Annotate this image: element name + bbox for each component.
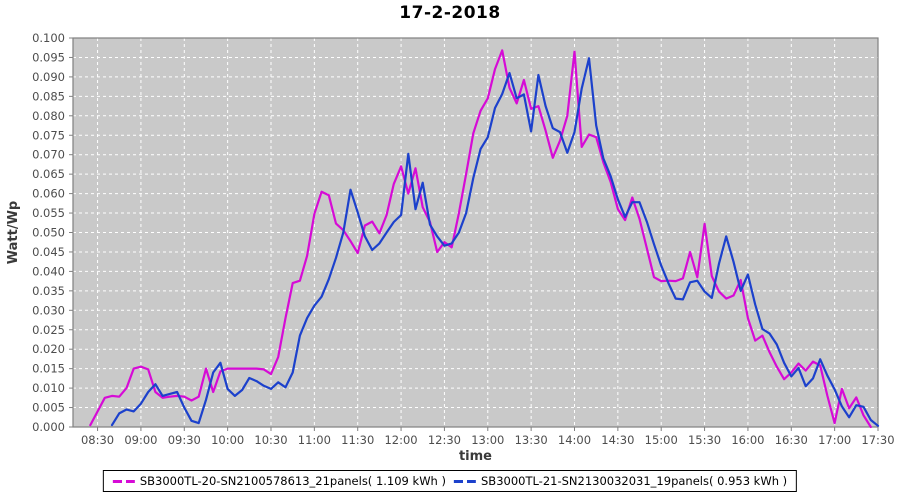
y-tick-label: 0.050 xyxy=(32,226,65,240)
y-tick-label: 0.080 xyxy=(32,109,65,123)
y-axis-label: Watt/Wp xyxy=(6,201,21,264)
x-axis-label: time xyxy=(459,449,492,464)
legend: SB3000TL-20-SN2100578613_21panels( 1.109… xyxy=(102,470,798,492)
y-tick-label: 0.095 xyxy=(32,50,65,64)
plot-border xyxy=(72,37,879,428)
x-tick-label: 09:30 xyxy=(168,433,201,447)
y-tick-label: 0.045 xyxy=(32,245,65,259)
series-line-sb3000tl-20 xyxy=(89,49,872,429)
x-tick-label: 17:30 xyxy=(861,433,894,447)
chart-title: 17-2-2018 xyxy=(399,3,501,23)
x-tick-label: 13:30 xyxy=(515,433,548,447)
x-tick-label: 12:00 xyxy=(384,433,417,447)
x-tick-label: 17:00 xyxy=(818,433,851,447)
legend-label-inverter-21: SB3000TL-21-SN2130032031_19panels( 0.953… xyxy=(481,474,788,488)
y-tick-label: 0.100 xyxy=(32,31,65,45)
x-tick-label: 14:30 xyxy=(601,433,634,447)
y-tick-label: 0.020 xyxy=(32,342,65,356)
y-tick-label: 0.085 xyxy=(32,89,65,103)
x-tick-label: 16:30 xyxy=(775,433,808,447)
legend-line-swatch-magenta xyxy=(112,479,135,483)
x-tick-label: 09:00 xyxy=(124,433,157,447)
y-tick-label: 0.040 xyxy=(32,264,65,278)
x-tick-label: 10:00 xyxy=(211,433,244,447)
y-tick-label: 0.065 xyxy=(32,167,65,181)
y-tick-label: 0.060 xyxy=(32,187,65,201)
x-tick-label: 16:00 xyxy=(731,433,764,447)
legend-line-swatch-blue xyxy=(454,479,476,483)
x-tick-label: 15:00 xyxy=(645,433,678,447)
y-tick-label: 0.055 xyxy=(32,206,65,220)
y-tick-label: 0.070 xyxy=(32,148,65,162)
legend-item-inverter-21: SB3000TL-21-SN2130032031_19panels( 0.953… xyxy=(454,474,787,488)
x-tick-label: 11:30 xyxy=(341,433,374,447)
x-tick-label: 14:00 xyxy=(558,433,591,447)
x-tick-label: 08:30 xyxy=(81,433,114,447)
y-tick-label: 0.010 xyxy=(32,381,65,395)
y-tick-label: 0.025 xyxy=(32,323,65,337)
x-tick-label: 15:30 xyxy=(688,433,721,447)
y-tick-label: 0.015 xyxy=(32,362,65,376)
legend-label-inverter-20: SB3000TL-20-SN2100578613_21panels( 1.109… xyxy=(139,474,446,488)
x-tick-label: 13:00 xyxy=(471,433,504,447)
x-tick-label: 10:30 xyxy=(254,433,287,447)
y-tick-label: 0.035 xyxy=(32,284,65,298)
y-tick-label: 0.075 xyxy=(32,128,65,142)
y-tick-label: 0.090 xyxy=(32,70,65,84)
y-tick-label: 0.000 xyxy=(32,420,65,434)
legend-item-inverter-20: SB3000TL-20-SN2100578613_21panels( 1.109… xyxy=(112,474,446,488)
x-tick-label: 11:00 xyxy=(298,433,331,447)
y-tick-label: 0.005 xyxy=(32,401,65,415)
y-tick-label: 0.030 xyxy=(32,303,65,317)
series-line-sb3000tl-21 xyxy=(110,57,880,427)
x-tick-label: 12:30 xyxy=(428,433,461,447)
